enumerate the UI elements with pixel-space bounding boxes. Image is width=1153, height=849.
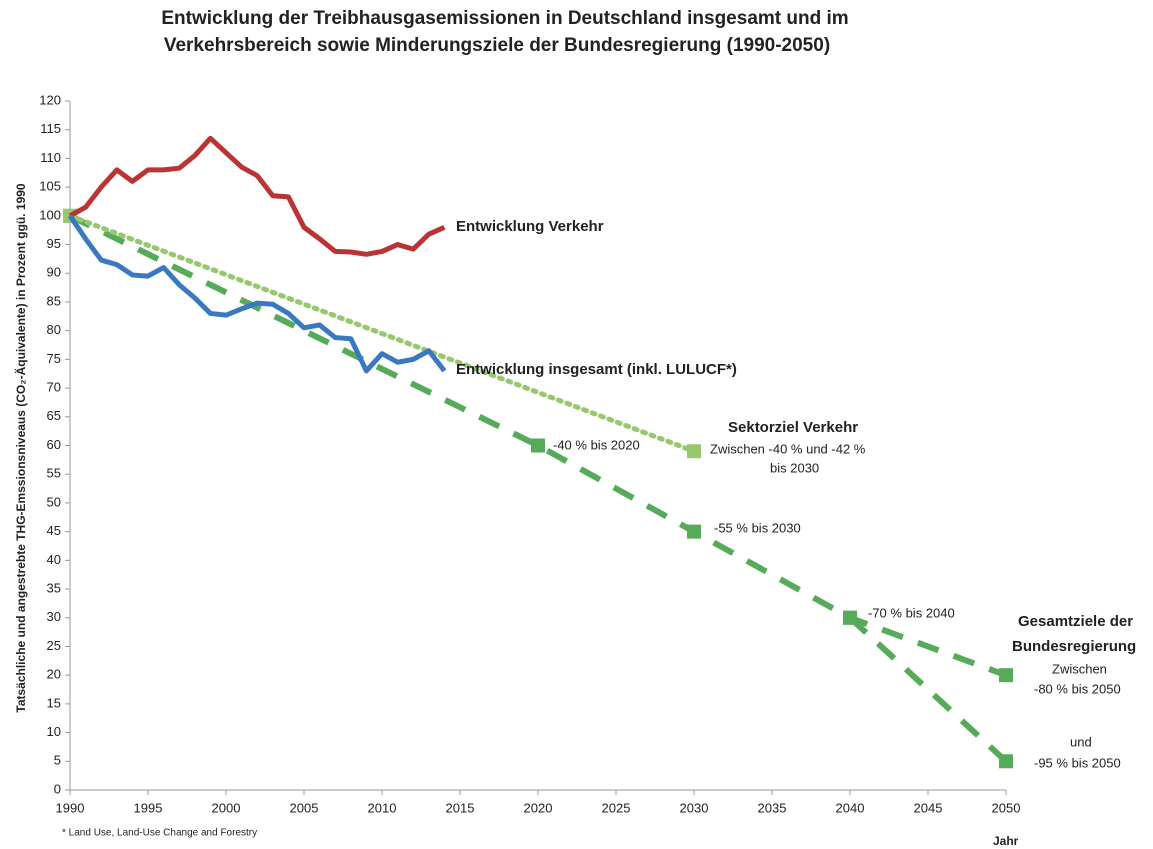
y-tick-label: 15 — [47, 695, 61, 710]
annotation: -55 % bis 2030 — [714, 520, 801, 535]
y-tick-label: 80 — [47, 322, 61, 337]
y-tick-label: 115 — [40, 121, 61, 136]
series-line — [68, 135, 446, 257]
annotation: Entwicklung insgesamt (inkl. LULUCF*) — [456, 361, 737, 378]
annotation: Sektorziel Verkehr — [728, 419, 858, 436]
y-tick-label: 90 — [47, 265, 61, 280]
annotation: Zwischen -40 % und -42 % — [710, 441, 866, 456]
annotation: Entwicklung Verkehr — [456, 218, 604, 235]
y-tick-label: 10 — [47, 724, 61, 739]
y-axis-label: Tatsächliche und angestrebte THG-Emssion… — [13, 183, 28, 713]
x-tick-label: 2015 — [446, 800, 475, 815]
target-marker — [999, 754, 1013, 769]
annotation: Zwischen — [1052, 661, 1107, 676]
x-axis-label: Jahr — [993, 834, 1019, 848]
footnote: * Land Use, Land-Use Change and Forestry — [62, 828, 257, 839]
annotation: und — [1070, 734, 1092, 749]
y-tick-label: 95 — [47, 236, 61, 251]
y-tick-label: 70 — [47, 380, 61, 395]
y-tick-label: 20 — [47, 667, 61, 682]
target-marker — [843, 610, 857, 625]
series-line — [67, 213, 697, 454]
series-line — [67, 214, 447, 374]
x-tick-label: 2005 — [290, 800, 319, 815]
annotation: -70 % bis 2040 — [868, 605, 955, 620]
x-tick-label: 2050 — [992, 800, 1021, 815]
target-marker — [531, 438, 545, 453]
y-tick-label: 50 — [47, 494, 61, 509]
x-tick-label: 2010 — [368, 800, 397, 815]
y-tick-label: 60 — [47, 437, 61, 452]
y-tick-label: 0 — [54, 781, 61, 796]
x-tick-label: 1990 — [56, 800, 85, 815]
y-tick-label: 40 — [47, 552, 61, 567]
annotation: -80 % bis 2050 — [1034, 681, 1121, 696]
y-tick-label: 85 — [47, 293, 61, 308]
x-tick-label: 2035 — [758, 800, 787, 815]
target-marker — [687, 444, 701, 459]
annotation: bis 2030 — [770, 460, 819, 475]
target-marker — [687, 524, 701, 539]
y-tick-label: 5 — [54, 753, 61, 768]
x-tick-label: 1995 — [134, 800, 163, 815]
x-tick-label: 2025 — [602, 800, 631, 815]
y-tick-label: 55 — [47, 466, 61, 481]
x-tick-label: 2030 — [680, 800, 709, 815]
y-tick-label: 30 — [47, 609, 61, 624]
annotation: -40 % bis 2020 — [553, 437, 640, 452]
y-tick-label: 120 — [39, 92, 61, 107]
y-tick-label: 75 — [47, 351, 61, 366]
chart-title: Entwicklung der Treibhausgasemissionen i… — [161, 8, 848, 29]
y-tick-label: 65 — [47, 408, 61, 423]
annotation: -95 % bis 2050 — [1034, 755, 1121, 770]
x-tick-label: 2020 — [524, 800, 553, 815]
series-line — [847, 615, 1009, 764]
y-tick-label: 105 — [39, 179, 61, 194]
annotation: Bundesregierung — [1012, 638, 1136, 655]
x-tick-label: 2045 — [914, 800, 943, 815]
y-tick-label: 35 — [47, 580, 61, 595]
y-tick-label: 110 — [40, 150, 61, 165]
annotation: Gesamtziele der — [1018, 613, 1133, 630]
y-tick-label: 45 — [47, 523, 61, 538]
chart-title: Verkehrsbereich sowie Minderungsziele de… — [164, 35, 830, 56]
target-marker — [999, 668, 1013, 683]
x-tick-label: 2040 — [836, 800, 865, 815]
y-tick-label: 100 — [39, 207, 61, 222]
y-tick-label: 25 — [47, 638, 61, 653]
x-tick-label: 2000 — [212, 800, 241, 815]
